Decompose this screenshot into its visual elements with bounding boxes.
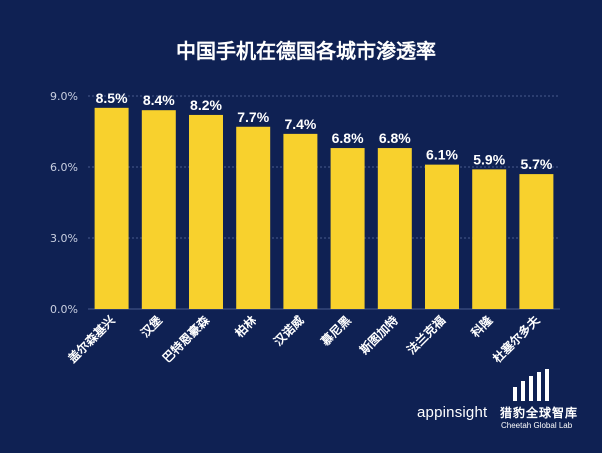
- x-tick-label: 巴特恩豪森: [159, 312, 213, 366]
- value-label: 8.5%: [96, 90, 128, 106]
- value-label: 6.8%: [379, 130, 411, 146]
- bar: [519, 174, 554, 309]
- appinsight-logo: appinsight: [417, 404, 488, 421]
- bar: [94, 107, 129, 309]
- x-tick-label: 杜塞尔多夫: [489, 312, 543, 366]
- x-tick-label: 慕尼黑: [317, 313, 354, 350]
- bar: [425, 164, 459, 309]
- y-axis: 0.0% 3.0% 6.0% 9.0%: [50, 90, 78, 316]
- bar: [189, 114, 223, 309]
- value-label: 8.2%: [190, 97, 222, 113]
- value-label: 5.9%: [473, 151, 505, 167]
- cheetah-lab-logo-icon: [513, 369, 549, 401]
- y-tick-label: 9.0%: [50, 90, 78, 103]
- value-labels: 8.5% 8.4% 8.2% 7.7% 7.4% 6.8% 6.8% 6.1% 5.9% 5.7%: [96, 90, 553, 172]
- cheetah-lab-name-cn: 猎豹全球智库: [500, 406, 579, 420]
- x-tick-label: 盖尔森基兴: [65, 313, 118, 366]
- bars: [94, 107, 554, 310]
- x-tick-label: 汉诺威: [270, 313, 306, 349]
- chart-title: 中国手机在德国各城市渗透率: [176, 39, 436, 63]
- bar: [141, 110, 176, 309]
- bar: [236, 126, 271, 310]
- x-tick-label: 科隆: [468, 312, 496, 340]
- value-label: 8.4%: [143, 92, 175, 108]
- value-label: 6.8%: [332, 130, 364, 146]
- value-label: 7.4%: [284, 116, 316, 132]
- bar: [283, 133, 318, 309]
- value-label: 7.7%: [237, 109, 269, 125]
- bar: [377, 148, 412, 309]
- x-tick-label: 柏林: [232, 313, 260, 341]
- y-tick-label: 0.0%: [50, 303, 78, 316]
- x-tick-label: 法兰克福: [404, 313, 449, 358]
- y-tick-label: 3.0%: [50, 232, 78, 245]
- y-tick-label: 6.0%: [50, 161, 78, 174]
- value-label: 5.7%: [520, 156, 552, 172]
- bar: [330, 148, 365, 309]
- x-tick-label: 斯图加特: [356, 313, 401, 358]
- value-label: 6.1%: [426, 147, 458, 163]
- x-tick-label: 汉堡: [137, 313, 165, 341]
- cheetah-lab-name-en: Cheetah Global Lab: [501, 421, 573, 430]
- bar: [472, 169, 507, 309]
